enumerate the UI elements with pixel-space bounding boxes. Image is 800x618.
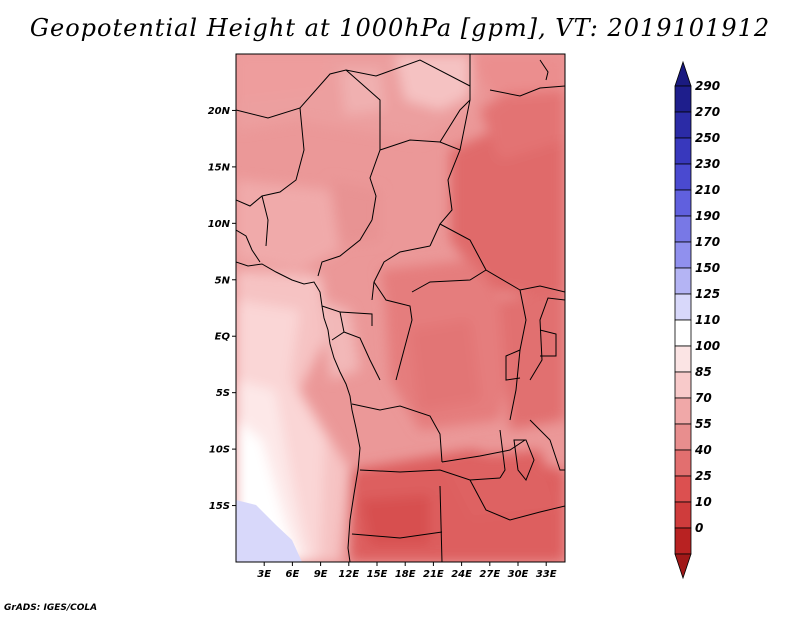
colorbar-swatch [674,345,692,373]
longitude-axis: 3E 6E 9E 12E 15E 18E 21E 24E 27E 30E 33E [257,562,557,580]
map-frame [235,53,566,563]
colorbar-label: 230 [695,157,720,171]
colorbar-swatch [674,189,692,217]
colorbar-bottom-arrow [674,553,692,580]
colorbar-swatch [674,397,692,425]
colorbar-label: 150 [695,261,720,275]
colorbar-top-arrow [674,60,692,87]
colorbar-swatch [674,137,692,165]
lon-tick-label: 12E [338,569,359,580]
coastline [236,261,361,562]
colorbar-label: 270 [695,105,720,119]
colorbar-swatch [674,215,692,243]
colorbar-swatch [674,319,692,347]
lat-tick-label: 15N [208,162,231,173]
lon-tick-label: 9E [314,569,328,580]
lon-tick-label: 24E [451,569,472,580]
colorbar-label: 40 [694,443,712,457]
lon-tick-label: 6E [286,569,300,580]
lon-tick-label: 30E [508,569,529,580]
colorbar-swatch [674,449,692,477]
colorbar-swatch [674,163,692,191]
lon-tick-label: 18E [395,569,416,580]
colorbar-label: 210 [695,183,720,197]
lat-tick-label: EQ [215,332,231,343]
colorbar-swatch [674,501,692,529]
colorbar-label: 85 [695,365,712,379]
colorbar-label: 250 [695,131,720,145]
colorbar-label: 70 [695,391,712,405]
lon-tick-label: 33E [536,569,557,580]
colorbar-label: 0 [695,521,703,535]
colorbar-label: 55 [695,417,712,431]
colorbar-label: 10 [695,495,712,509]
colorbar-swatch [674,85,692,113]
colorbar-label: 110 [695,313,720,327]
credit-label: GrADS: IGES/COLA [4,603,98,613]
lon-tick-label: 15E [367,569,388,580]
map-title: Geopotential Height at 1000hPa [gpm], VT… [29,14,771,42]
lat-tick-label: 5N [215,275,231,286]
lat-tick-label: 20N [208,106,231,117]
colorbar-swatch [674,293,692,321]
colorbar-swatch [674,371,692,399]
country-borders [236,54,565,562]
colorbar-label: 170 [695,235,720,249]
height-field [236,54,565,562]
lat-tick-label: 15S [209,501,230,512]
colorbar-swatch [674,111,692,139]
colorbar-swatch [674,527,692,555]
lat-tick-label: 10S [209,445,230,456]
lon-tick-label: 3E [257,569,271,580]
colorbar-label: 190 [695,209,720,223]
colorbar-label: 125 [695,287,720,301]
colorbar-label: 25 [695,469,712,483]
lat-tick-label: 5S [216,388,230,399]
lat-tick-label: 10N [208,219,231,230]
lon-tick-label: 21E [423,569,444,580]
latitude-axis: 20N 15N 10N 5N EQ 5S 10S 15S [208,106,236,512]
lon-tick-label: 27E [479,569,500,580]
colorbar-swatch [674,423,692,451]
colorbar-label: 100 [695,339,720,353]
colorbar-label: 290 [695,79,720,93]
colorbar-swatch [674,475,692,503]
colorbar: 2902702502302101901701501251101008570554… [674,60,720,580]
colorbar-swatch [674,241,692,269]
colorbar-swatch [674,267,692,295]
